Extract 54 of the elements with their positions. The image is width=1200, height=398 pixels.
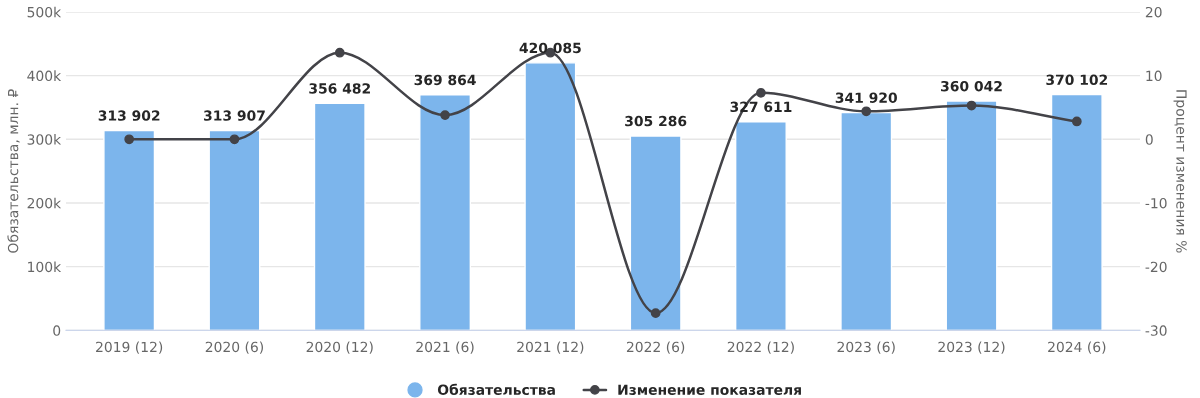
x-tick-label: 2021 (12)	[517, 341, 584, 354]
point	[440, 110, 450, 120]
y2-tick-label: 10	[1146, 70, 1162, 82]
x-tick-label: 2024 (6)	[1048, 341, 1106, 354]
point	[1071, 116, 1082, 127]
y2-axis-title: Процент изменения %	[1173, 90, 1187, 253]
x-tick-label: 2019 (12)	[96, 341, 163, 354]
data-label: 305 286	[625, 115, 687, 127]
x-tick-label: 2023 (12)	[938, 341, 1005, 354]
y2-tick-label: -10	[1145, 197, 1167, 209]
data-label: 360 042	[941, 80, 1002, 92]
point	[229, 134, 240, 145]
y2-tick-label: 20	[1145, 6, 1162, 18]
point	[756, 87, 766, 98]
y2-tick-label: -30	[1145, 325, 1167, 336]
y-tick-label: 200k	[27, 197, 62, 209]
y2-tick-label: -20	[1145, 261, 1167, 273]
bar	[208, 129, 261, 331]
point	[966, 100, 977, 111]
x-tick-label: 2022 (6)	[626, 341, 685, 354]
point	[334, 47, 345, 58]
bar	[629, 135, 682, 331]
y2-tick-label: 0	[1145, 134, 1153, 145]
bar	[840, 111, 893, 331]
x-tick-label: 2023 (6)	[837, 341, 895, 354]
y-tick-label: 100k	[28, 261, 62, 273]
y-tick-label: 0	[53, 325, 61, 336]
y-tick-label: 300k	[27, 134, 62, 145]
bar	[734, 121, 787, 331]
y-tick-label: 500k	[27, 6, 62, 18]
data-label: 420 085	[519, 42, 581, 54]
x-tick-label: 2020 (6)	[205, 341, 263, 354]
data-label: 356 482	[309, 83, 370, 94]
bar	[524, 62, 577, 331]
data-label: 313 902	[98, 110, 160, 121]
x-tick-label: 2022 (12)	[727, 341, 794, 354]
point	[861, 106, 872, 117]
data-label: 370 102	[1046, 74, 1108, 86]
data-label: 313 907	[203, 110, 265, 121]
y-axis-title: Обязательства, млн. ₽	[7, 89, 20, 253]
data-label: 341 920	[835, 92, 897, 103]
y-tick-label: 400k	[27, 70, 62, 82]
legend-label: Изменение показателя	[618, 384, 801, 395]
bar	[945, 100, 998, 331]
bar	[1050, 93, 1103, 331]
point	[124, 134, 135, 145]
x-tick-label: 2021 (6)	[416, 341, 474, 354]
data-label: 369 864	[414, 74, 476, 86]
bar	[103, 129, 156, 331]
point	[650, 308, 661, 319]
legend-label: Обязательства	[437, 383, 555, 395]
bar	[313, 102, 366, 331]
x-tick-label: 2020 (12)	[306, 341, 373, 354]
bar	[419, 94, 472, 331]
